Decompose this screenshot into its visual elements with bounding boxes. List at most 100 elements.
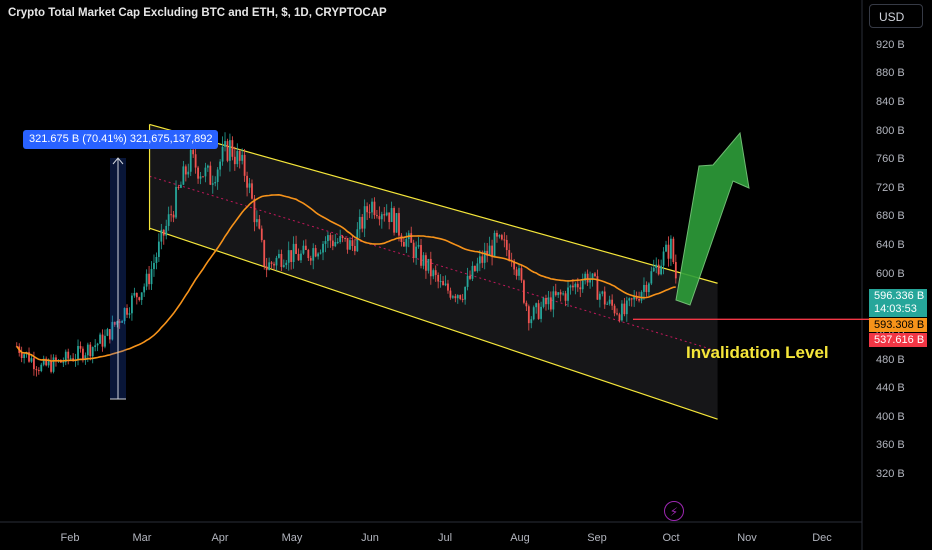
candle-body [464,286,467,300]
candle-body [214,181,217,184]
candle-body [224,141,226,147]
candle-body [155,256,158,263]
candle-body [229,140,231,161]
candle-body [420,245,422,266]
x-tick-label: Sep [587,532,607,544]
candle-body [209,165,212,185]
candle-body [135,292,138,298]
bar-countdown: 14:03:53 [874,303,917,315]
candle-body [432,270,435,277]
currency-selector[interactable]: USD [869,4,923,28]
candle-body [670,238,672,259]
candle-body [287,250,290,263]
measure-arrowhead [112,157,124,165]
candle-body [459,295,462,299]
y-tick-label: 440 B [876,382,905,395]
candle-body [535,303,538,308]
candle-body [547,297,550,305]
candle-body [491,245,493,257]
moving-average-line [16,193,676,362]
channel-midline[interactable] [149,175,718,352]
candle-body [380,214,383,220]
candle-body [640,291,643,301]
candle-body [425,255,427,271]
candle-body [67,351,70,359]
candle-body [363,206,366,229]
candle-body [439,281,442,283]
candle-body [96,343,99,346]
candle-body [180,184,182,188]
up-arrow-icon[interactable] [675,131,750,306]
candle-body [69,358,72,360]
candle-body [647,283,650,293]
candle-body [327,235,329,242]
y-tick-label: 760 B [876,153,905,166]
invalidation-price-tag: 537.616 B [869,333,927,347]
candle-body [42,358,45,365]
candle-body [427,258,430,271]
candle-body [290,250,293,262]
candle-body [260,228,263,241]
candle-body [410,233,413,243]
up-arrow-shape[interactable] [675,131,750,306]
candle-body [442,281,444,286]
candle-body [319,252,322,254]
candle-body [339,236,342,242]
candle-body [270,262,273,264]
candle-body [650,271,653,284]
candle-body [221,146,224,162]
candle-body [118,321,121,323]
candle-body [131,295,133,314]
channel-lower-line[interactable] [149,227,718,420]
candle-body [33,358,35,370]
lightning-icon[interactable]: ⚡ [664,501,684,521]
candle-body [334,242,337,247]
candle-body [525,302,528,307]
candle-body [471,265,474,279]
drawing-tools[interactable] [110,157,870,400]
candle-body [376,215,378,217]
candle-body [674,262,677,279]
candle-body [500,235,503,240]
candle-body [518,268,520,276]
candle-body [275,257,278,266]
candle-body [324,241,327,244]
candle-body [483,250,486,263]
candle-body [165,225,168,236]
candle-body [91,347,94,357]
candles [15,132,677,377]
candle-body [564,293,567,301]
candle-body [385,212,388,216]
candle-body [106,329,109,336]
candle-body [128,313,131,315]
candle-body [390,208,393,222]
candle-body [206,165,209,168]
candle-body [422,255,425,266]
candle-body [82,348,84,361]
candle-body [211,183,214,185]
y-tick-label: 640 B [876,239,905,252]
candle-body [437,274,440,282]
candle-body [645,284,648,293]
candle-body [182,166,185,185]
candle-body [476,263,479,271]
channel-upper-line[interactable] [149,123,718,284]
candle-body [537,303,540,319]
moving-average-path [16,193,676,362]
candle-body [226,141,229,161]
candle-body [37,370,40,372]
candle-body [62,362,65,364]
candle-body [623,303,626,315]
candle-body [586,273,589,283]
candle-body [148,273,150,285]
candle-body [236,151,239,165]
candle-body [589,279,591,283]
candle-body [356,229,359,252]
y-tick-label: 840 B [876,95,905,108]
candle-body [258,219,261,229]
candle-body [657,264,660,275]
measure-label: 321.675 B (70.41%) 321,675,137,892 [23,130,219,149]
x-tick-label: May [281,532,303,544]
candle-body [395,213,398,233]
